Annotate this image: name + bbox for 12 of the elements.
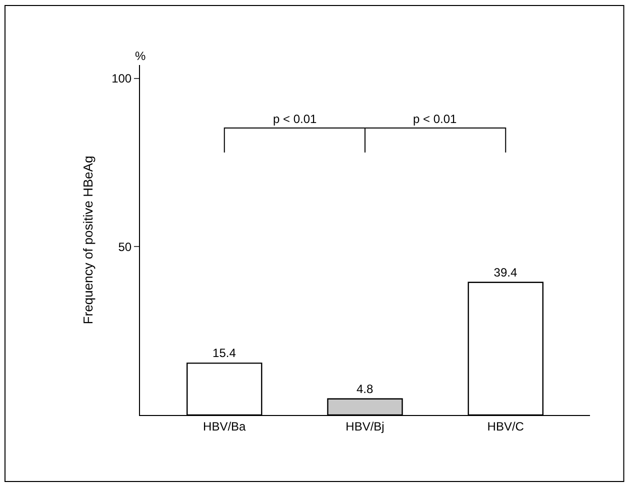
data-label: 4.8 (356, 382, 374, 396)
data-label: 39.4 (494, 265, 518, 280)
x-tick-label: HBV/Ba (203, 419, 246, 434)
annotation: p < 0.01 (273, 112, 318, 126)
y-tick-label: 50 (118, 240, 132, 254)
annotation: p < 0.01 (413, 112, 458, 126)
y-axis-title: Frequency of positive HBeAg (80, 156, 96, 324)
data-label: 15.4 (212, 346, 236, 360)
y-tick-label: 100 (112, 72, 132, 86)
x-tick-label: HBV/Bj (346, 419, 384, 434)
x-tick-label: HBV/C (487, 419, 524, 434)
text: % (135, 49, 146, 63)
